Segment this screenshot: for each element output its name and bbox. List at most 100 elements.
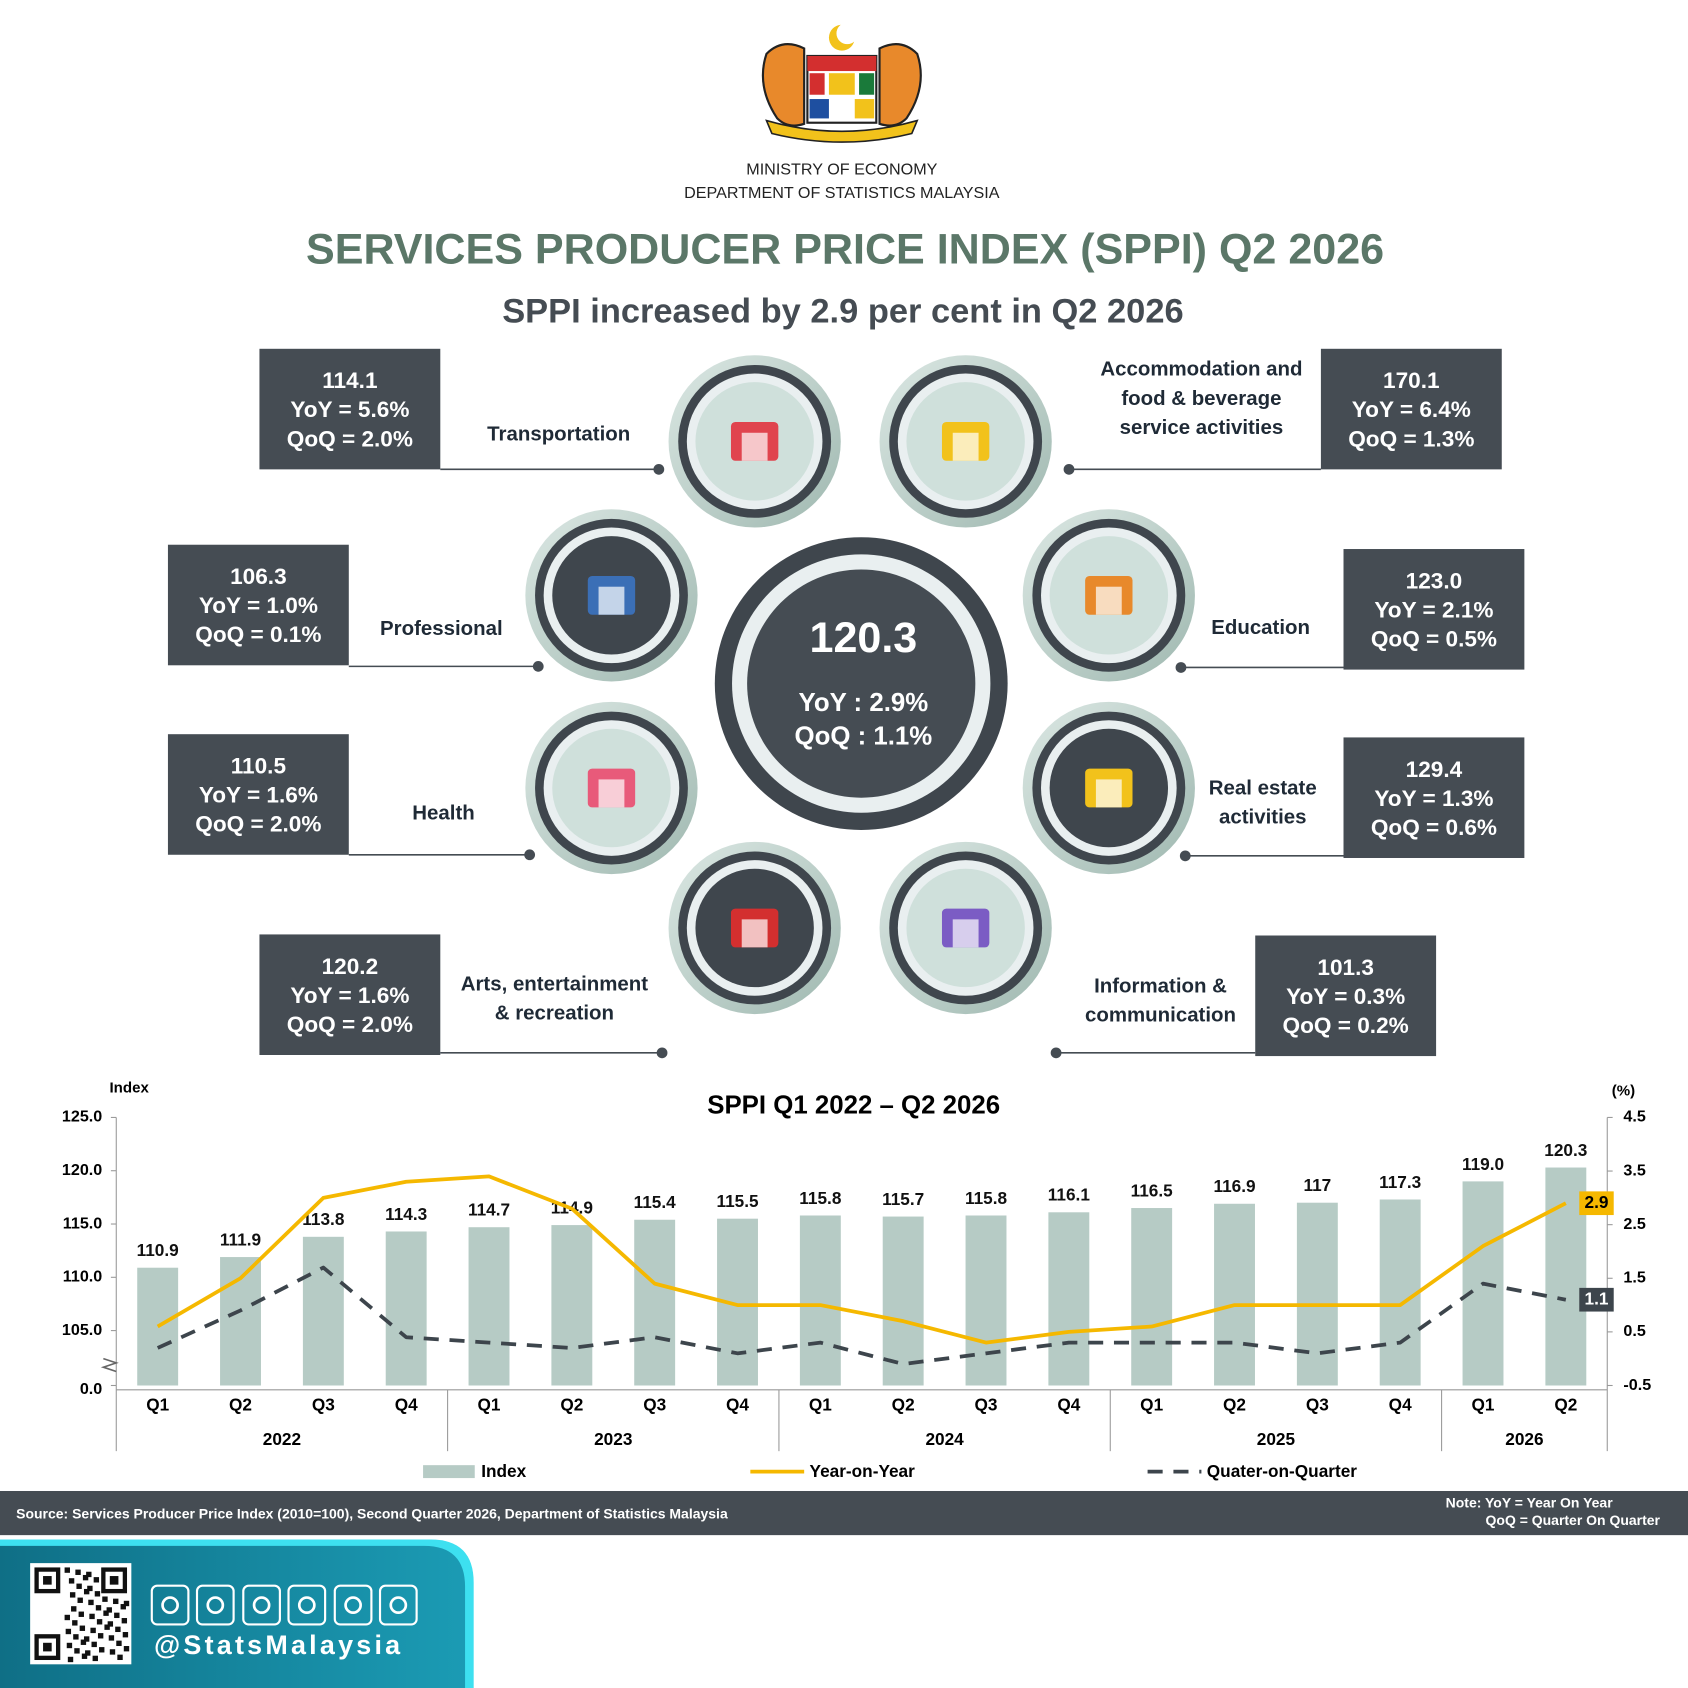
sector-index: 101.3 <box>1317 955 1374 980</box>
overall-circle <box>714 537 1008 831</box>
sector-yoy: YoY = 1.6% <box>290 983 409 1008</box>
qr-cell <box>92 1655 98 1662</box>
y2-tick-label: -0.5 <box>1623 1376 1651 1394</box>
sector-index: 106.3 <box>230 564 287 589</box>
sector-qoq: QoQ = 0.1% <box>195 622 321 647</box>
sector-box <box>1320 348 1502 470</box>
bar-label: 117.3 <box>1379 1172 1421 1192</box>
x-tick-label: Q1 <box>146 1394 169 1414</box>
end-label-box <box>1579 1287 1614 1312</box>
bar <box>882 1216 924 1386</box>
social-icon <box>378 1584 418 1626</box>
leader-dot <box>1063 463 1075 475</box>
leader-dot <box>653 463 665 475</box>
leader-dot <box>1175 662 1187 673</box>
sector-yoy: YoY = 6.4% <box>1352 397 1471 422</box>
sector-qoq: QoQ = 0.6% <box>1371 815 1497 840</box>
x-tick-label: Q4 <box>1389 1394 1412 1414</box>
bar-label: 114.3 <box>385 1204 427 1224</box>
bar-label: 115.5 <box>716 1191 759 1211</box>
qr-cell <box>66 1642 73 1649</box>
bar-label: 115.8 <box>965 1188 1008 1208</box>
qr-cell <box>121 1618 128 1624</box>
qr-finder <box>43 1642 52 1652</box>
bar-label: 116.1 <box>1048 1185 1091 1205</box>
x-tick-label: Q2 <box>1223 1394 1246 1414</box>
bar <box>468 1227 510 1386</box>
bar-label: 116.9 <box>1213 1176 1255 1196</box>
sector-qoq: QoQ = 2.0% <box>287 1012 413 1037</box>
qr-cell <box>74 1648 80 1654</box>
qr-cell <box>108 1635 115 1641</box>
x-tick-label: Q1 <box>1472 1394 1495 1414</box>
bar <box>1048 1212 1090 1386</box>
legend-swatch <box>423 1465 475 1479</box>
sector-box <box>1343 549 1525 670</box>
sector-icon <box>1095 779 1122 808</box>
qr-cell <box>90 1627 96 1634</box>
bar-label: 111.9 <box>220 1229 261 1249</box>
y-tick-label: 125.0 <box>62 1108 102 1126</box>
social-icon <box>242 1584 281 1626</box>
sector-box <box>259 348 441 470</box>
qr-finder <box>43 1576 52 1585</box>
y2-tick-label: 3.5 <box>1623 1161 1645 1179</box>
x-tick-label: Q1 <box>809 1394 832 1414</box>
end-label-box <box>1579 1191 1614 1216</box>
bar-label: 115.4 <box>634 1192 677 1212</box>
bar-label: 116.5 <box>1131 1180 1174 1200</box>
x-tick-label: Q3 <box>643 1394 666 1414</box>
bar <box>799 1215 841 1386</box>
qr-cell <box>79 1625 86 1631</box>
qr-cell <box>123 1646 130 1652</box>
legend-label: Index <box>481 1461 526 1481</box>
qr-cell <box>73 1634 79 1640</box>
social-glyph <box>161 1596 179 1614</box>
sector-name: Professional <box>380 617 503 640</box>
sector-yoy: YoY = 1.0% <box>199 593 318 618</box>
x-tick-label: Q2 <box>1554 1394 1577 1414</box>
bar-label: 113.8 <box>302 1209 345 1229</box>
bar <box>1214 1203 1255 1386</box>
bar-label: 115.7 <box>882 1189 924 1209</box>
y2-tick-label: 4.5 <box>1623 1108 1645 1126</box>
source: Source: Services Producer Price Index (2… <box>16 1505 728 1521</box>
x-tick-label: Q2 <box>892 1394 915 1414</box>
overall-index: 120.3 <box>810 614 918 662</box>
qr-cell <box>102 1596 108 1602</box>
end-label: 2.9 <box>1585 1192 1609 1212</box>
sector-yoy: YoY = 1.3% <box>1374 786 1493 811</box>
qr-cell <box>72 1620 78 1626</box>
qr-cell <box>123 1600 130 1607</box>
bar-label: 114.7 <box>468 1200 510 1220</box>
group-label: 2022 <box>263 1429 301 1449</box>
axis-break <box>100 1357 119 1373</box>
qr-cell <box>83 1588 90 1595</box>
bar <box>385 1231 427 1386</box>
bar <box>1296 1202 1338 1386</box>
sector-name: Education <box>1211 616 1310 639</box>
y-tick-label: 110.0 <box>63 1268 102 1286</box>
qr-cell <box>96 1619 103 1625</box>
sector-box <box>1343 737 1525 858</box>
leader-dot <box>532 660 544 672</box>
qr-finder <box>109 1576 119 1585</box>
qr-cell <box>113 1598 119 1605</box>
sector-index: 170.1 <box>1383 368 1440 393</box>
bar-label: 117 <box>1303 1175 1331 1195</box>
sector-name: Accommodation and <box>1100 358 1302 381</box>
x-tick-label: Q1 <box>478 1394 501 1414</box>
bar <box>1379 1199 1421 1386</box>
qr-cell <box>99 1647 105 1653</box>
qr-cell <box>93 1577 100 1583</box>
sector-icon <box>952 919 979 948</box>
social-glyph <box>206 1596 225 1614</box>
sector-qoq: QoQ = 0.5% <box>1371 627 1497 652</box>
sector-name: activities <box>1219 806 1306 829</box>
x-tick-label: Q3 <box>312 1394 335 1414</box>
leader-dot <box>1179 850 1191 862</box>
sector-index: 110.5 <box>231 754 286 779</box>
qr-cell <box>75 1569 81 1575</box>
group-label: 2026 <box>1505 1429 1543 1449</box>
